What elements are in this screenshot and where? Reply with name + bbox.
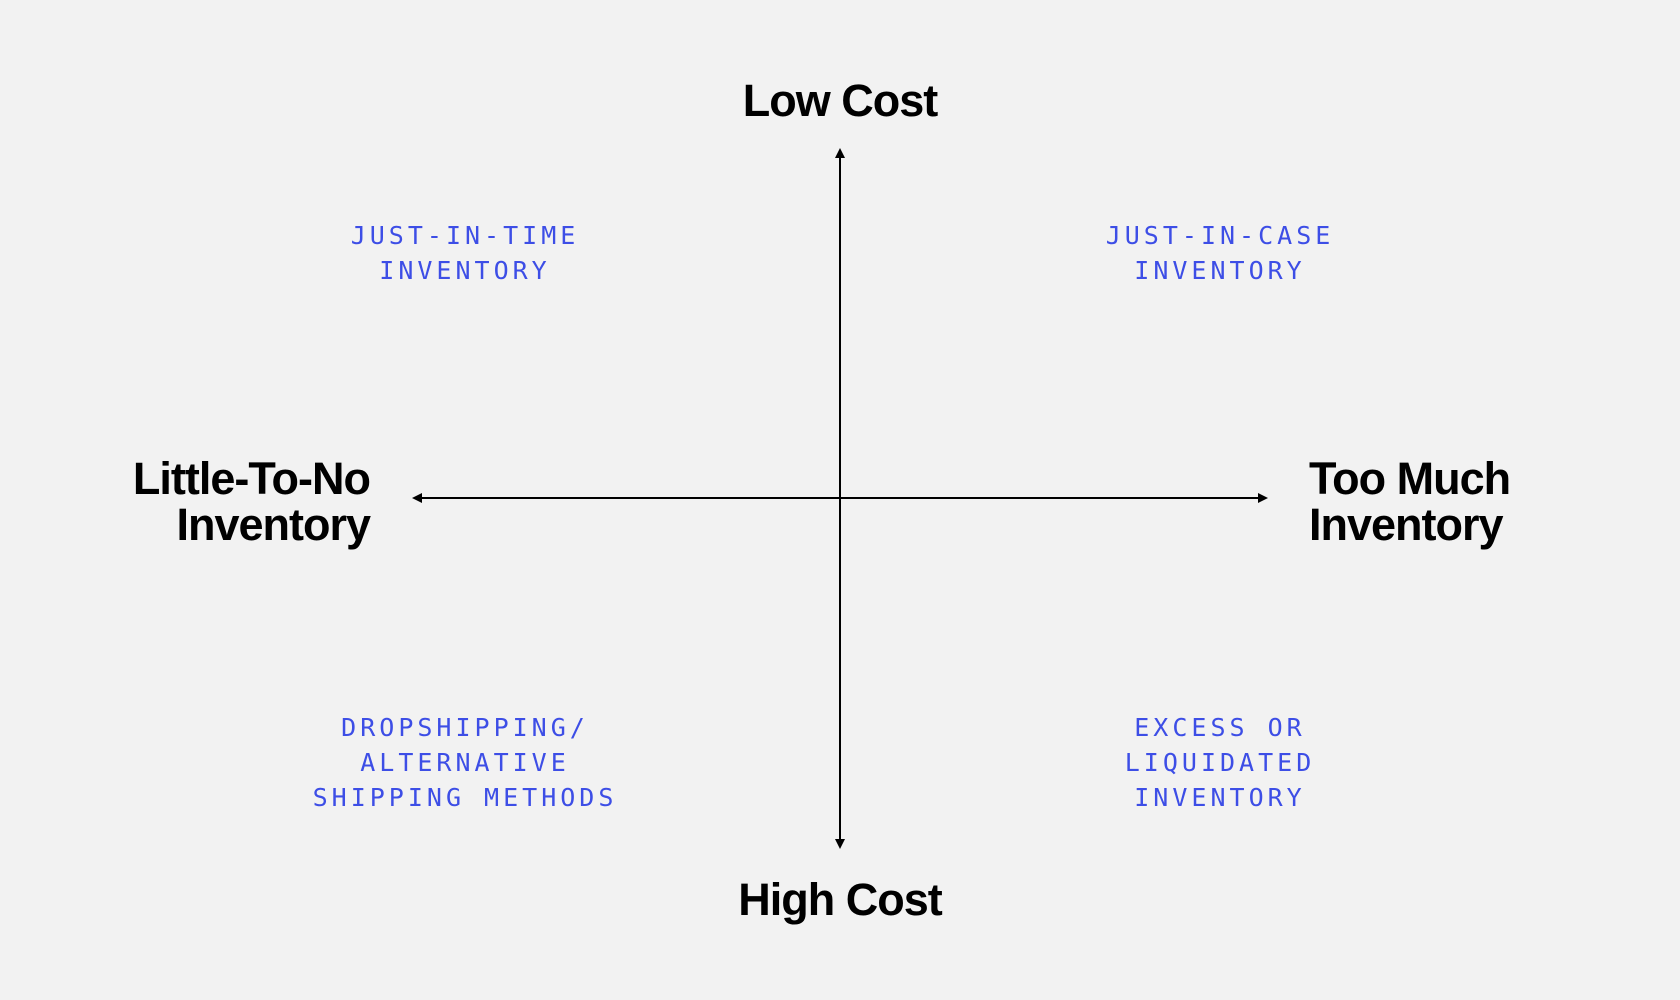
axis-label-left-line-2: Inventory xyxy=(176,499,371,550)
axis-label-high-cost: High Cost xyxy=(738,874,942,925)
quadrant-text-line: INVENTORY xyxy=(379,256,551,285)
axis-label-low-cost: Low Cost xyxy=(742,75,938,126)
quadrant-text-line: SHIPPING METHODS xyxy=(312,783,618,812)
axis-label-too-much-inventory: Too Much Inventory xyxy=(1309,453,1511,550)
quadrant-just-in-time: JUST-IN-TIME INVENTORY xyxy=(351,218,580,288)
quadrant-text-line: EXCESS OR xyxy=(1134,713,1306,742)
axis-label-low-cost-text: Low Cost xyxy=(742,75,938,126)
arrowhead-right xyxy=(1258,493,1268,503)
axis-label-high-cost-text: High Cost xyxy=(738,874,942,925)
quadrant-text-line: LIQUIDATED xyxy=(1124,748,1316,777)
axis-label-right-line-2: Inventory xyxy=(1309,499,1504,550)
arrowhead-down xyxy=(835,839,845,849)
axis-label-little-to-no-inventory: Little-To-No Inventory xyxy=(132,453,371,550)
quadrant-text-line: INVENTORY xyxy=(1134,256,1306,285)
quadrant-dropshipping: DROPSHIPPING/ ALTERNATIVE SHIPPING METHO… xyxy=(313,710,618,815)
quadrant-text-line: INVENTORY xyxy=(1134,783,1306,812)
quadrant-text-line: ALTERNATIVE xyxy=(360,748,570,777)
axis-label-right-line-1: Too Much xyxy=(1309,453,1511,504)
axis-label-left-line-1: Little-To-No xyxy=(132,453,371,504)
arrowhead-up xyxy=(835,148,845,158)
quadrant-text-line: JUST-IN-CASE xyxy=(1105,221,1335,250)
quadrant-text-line: DROPSHIPPING/ xyxy=(341,713,589,742)
arrowhead-left xyxy=(412,493,422,503)
quadrant-excess-inventory: EXCESS OR LIQUIDATED INVENTORY xyxy=(1125,710,1316,815)
quadrant-just-in-case: JUST-IN-CASE INVENTORY xyxy=(1106,218,1335,288)
quadrant-text-line: JUST-IN-TIME xyxy=(350,221,580,250)
